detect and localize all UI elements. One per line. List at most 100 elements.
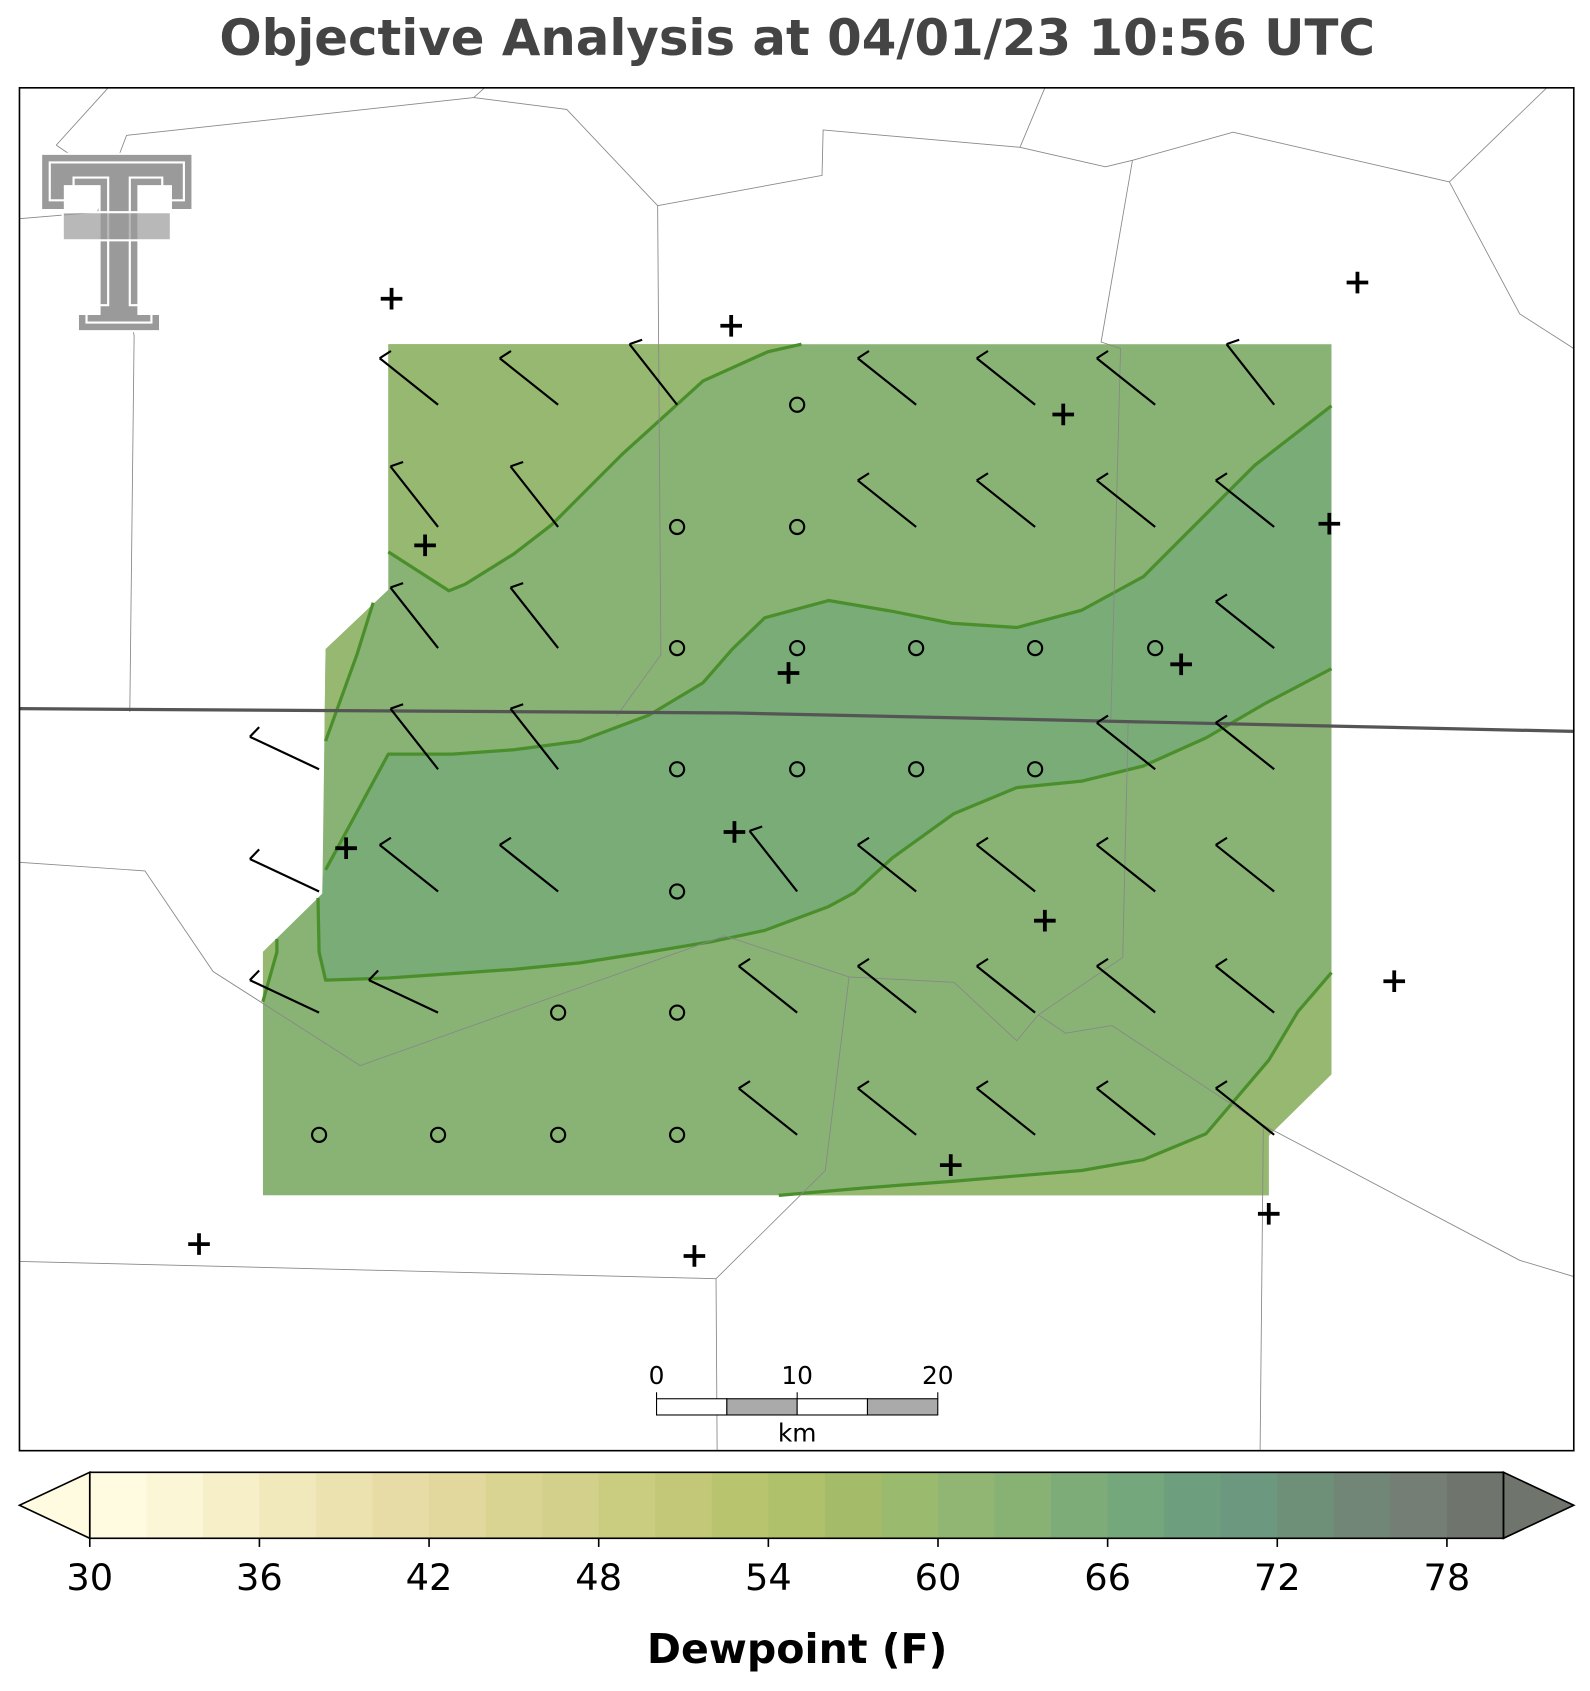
calm-station [310, 1126, 328, 1143]
colorbar-tick-label: 54 [745, 1556, 792, 1599]
contour [387, 342, 802, 593]
calm-station [429, 1126, 447, 1143]
wind-barb [389, 703, 439, 770]
wind-barb [857, 957, 917, 1014]
wind-barb [389, 582, 439, 649]
county-line [473, 87, 485, 98]
scale-segment [796, 1398, 869, 1416]
colorbar-tick-label: 66 [1084, 1556, 1131, 1599]
colorbar-bin [937, 1472, 996, 1539]
colorbar-frame [88, 1471, 1505, 1540]
colorbar-bin [768, 1472, 826, 1539]
colorbar-bin [89, 1472, 147, 1539]
colorbar-bin [1051, 1472, 1109, 1539]
calm-station [668, 639, 686, 657]
calm-station [668, 1126, 686, 1143]
scale-segment [656, 1398, 728, 1416]
colorbar-bin [824, 1472, 882, 1539]
scale-tick-label: 20 [922, 1361, 954, 1390]
contour [778, 971, 1333, 1198]
colorbar-tick-label: 72 [1254, 1556, 1301, 1599]
field-band [778, 930, 1332, 1196]
wind-barb [509, 460, 559, 528]
station-marker [1383, 970, 1406, 993]
station-marker [1170, 653, 1192, 676]
colorbar-bin [1446, 1472, 1505, 1539]
county-line [1259, 1125, 1264, 1451]
calm-station [668, 1004, 686, 1021]
scale-segment [866, 1398, 939, 1416]
calm-station [908, 761, 925, 778]
station-marker [683, 1245, 706, 1267]
scale-tick-label: 10 [781, 1361, 813, 1390]
colorbar-bin [259, 1472, 317, 1539]
wind-barb [368, 969, 439, 1014]
wind-barb [378, 350, 439, 406]
station-marker [1257, 1202, 1280, 1225]
colorbar-label: Dewpoint (F) [647, 1625, 948, 1673]
calm-station [1027, 639, 1044, 657]
colorbar-tick-label: 30 [66, 1556, 113, 1599]
wind-barb [976, 472, 1036, 528]
wind-barb [976, 957, 1036, 1014]
county-line [55, 87, 109, 146]
colorbar-tick-label: 36 [236, 1556, 283, 1599]
calm-station [1147, 639, 1164, 657]
colorbar-tick-label: 78 [1424, 1556, 1471, 1599]
scale-bar: 0 10 20 km [649, 1361, 954, 1447]
wind-barb [389, 460, 439, 528]
wind-barb [1215, 957, 1275, 1014]
wind-barb [509, 703, 559, 770]
colorbar-bin [1164, 1472, 1222, 1539]
station-marker [939, 1154, 962, 1176]
logo [40, 152, 194, 333]
wind-barb [1215, 593, 1275, 649]
station-marker [1052, 403, 1075, 426]
colorbar-bin [598, 1472, 656, 1539]
wind-barb [976, 836, 1036, 893]
contours [261, 342, 1333, 1198]
calm-station [789, 639, 806, 657]
wind-barb [1096, 836, 1156, 893]
map-title: Objective Analysis at 04/01/23 10:56 UTC [219, 9, 1375, 67]
wind-barb [249, 726, 320, 771]
colorbar-extend-low [17, 1471, 91, 1540]
wind-barb [509, 582, 559, 649]
colorbar-bin [1220, 1472, 1278, 1539]
wind-barb [857, 350, 917, 406]
colorbar-bin [1277, 1472, 1335, 1539]
station-marker [723, 821, 746, 843]
wind-barb [1096, 1080, 1156, 1136]
wind-barb [378, 836, 439, 893]
wind-barb [628, 338, 678, 406]
scale-unit: km [778, 1418, 817, 1447]
colorbar-bin [1390, 1472, 1448, 1539]
logo-shape [40, 152, 194, 333]
wind-barb [1215, 836, 1275, 893]
station-marker [777, 662, 800, 684]
wind-barb [857, 1080, 917, 1136]
wind-barb [249, 969, 320, 1014]
station-marker [380, 287, 403, 310]
colorbar-bin [881, 1472, 939, 1539]
colorbar-bin [429, 1472, 487, 1539]
wind-barb [249, 848, 320, 893]
contour [324, 602, 375, 742]
wind-barb [738, 957, 798, 1014]
wind-barb [1096, 472, 1156, 528]
colorbar-bin [146, 1472, 204, 1539]
map [19, 87, 1574, 1451]
wind-barb [499, 350, 559, 406]
logo-shape [61, 211, 172, 242]
observations [188, 271, 1406, 1267]
wind-barb [1215, 1080, 1275, 1136]
county-line [1449, 181, 1574, 349]
colorbar-bin [485, 1472, 543, 1539]
wind-barb [857, 836, 917, 893]
wind-barb [1096, 714, 1156, 771]
scale-tick-label: 0 [649, 1361, 665, 1390]
calm-station [1027, 761, 1044, 778]
station-marker [1318, 512, 1341, 535]
map-frame [18, 87, 1575, 1452]
scale-segment [726, 1398, 798, 1416]
